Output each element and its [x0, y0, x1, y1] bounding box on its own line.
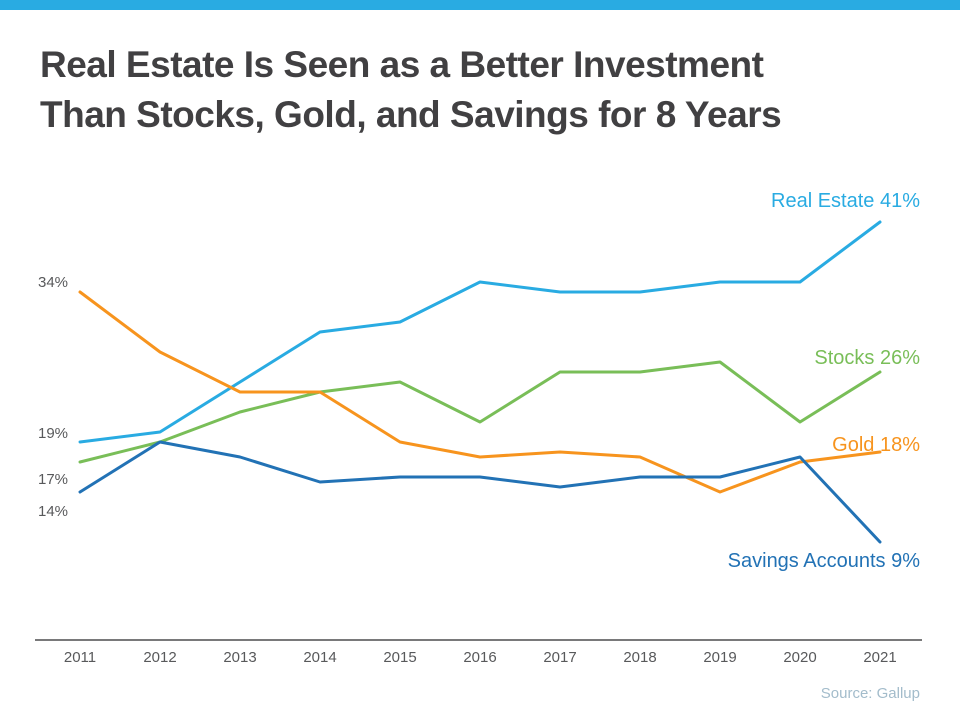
source-attribution: Source: Gallup	[820, 685, 920, 702]
x-axis-label: 2016	[463, 649, 497, 666]
line-series-savings-accounts	[78, 440, 882, 544]
chart-title-line1: Real Estate Is Seen as a Better Investme…	[40, 44, 764, 85]
x-axis-labels: 2011 2012 2013 2014 2015 2016 2017 2018 …	[40, 649, 920, 666]
start-label-real-estate: 19%	[38, 425, 69, 442]
chart-title-line2: Than Stocks, Gold, and Savings for 8 Yea…	[40, 94, 782, 135]
x-axis-label: 2012	[143, 649, 177, 666]
x-axis-label: 2018	[623, 649, 657, 666]
start-label-savings: 14%	[38, 503, 69, 520]
x-axis-label: 2011	[63, 649, 97, 666]
series-label-real-estate: Real Estate 41%	[771, 190, 920, 212]
x-axis-label: 2020	[783, 649, 817, 666]
x-axis-label: 2015	[383, 649, 417, 666]
series-label-stocks: Stocks 26%	[814, 347, 920, 369]
start-label-gold: 34%	[38, 274, 69, 291]
x-axis-label: 2019	[703, 649, 737, 666]
x-axis-label: 2013	[223, 649, 257, 666]
top-accent-bar	[0, 0, 960, 10]
x-axis-label: 2021	[863, 649, 897, 666]
series-label-gold: Gold 18%	[832, 434, 920, 456]
line-series-stocks	[78, 360, 882, 464]
line-series-gold	[78, 290, 882, 494]
x-axis-label: 2017	[543, 649, 577, 666]
series-label-savings: Savings Accounts 9%	[727, 550, 920, 572]
chart-title: Real Estate Is Seen as a Better Investme…	[40, 40, 920, 140]
start-label-stocks: 17%	[38, 471, 69, 488]
x-axis-label: 2014	[303, 649, 337, 666]
line-series-real-estate	[78, 220, 882, 444]
